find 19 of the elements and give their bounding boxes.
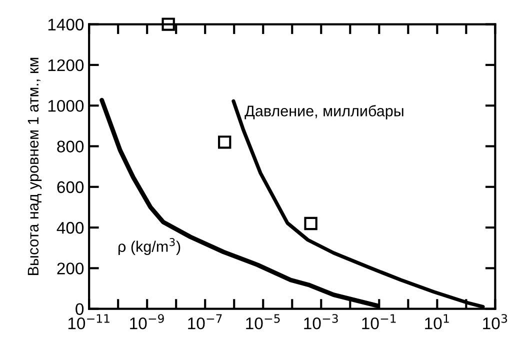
- x-tick-label: 10$^{1}$: [425, 314, 449, 330]
- x-tick-label: 10$^{−7}$: [188, 314, 222, 330]
- x-tick-label: 10$^{−9}$: [130, 314, 164, 330]
- series-label: ρ (kg/m$^{3}$): [118, 238, 180, 255]
- x-tick-label: 10$^{3}$: [483, 314, 508, 330]
- x-tick-label: 10$^{−5}$: [246, 314, 280, 330]
- y-tick-label: 1000: [48, 100, 84, 112]
- y-tick-label: 400: [56, 222, 84, 234]
- x-tick-label: 10$^{−1}$: [362, 314, 396, 330]
- y-tick-label: 800: [57, 140, 84, 152]
- series-label: Давление, миллибары: [244, 105, 404, 120]
- y-axis-title: Высота над уровнем 1 атм., км: [28, 58, 42, 275]
- y-tick-label: 0: [76, 303, 84, 316]
- y-tick-label: 1200: [48, 59, 84, 72]
- x-tick-label: 10$^{−3}$: [304, 314, 338, 330]
- y-tick-label: 1400: [48, 18, 84, 30]
- y-tick-label: 200: [57, 262, 84, 274]
- x-tick-label: 10$^{−11}$: [68, 314, 110, 330]
- y-tick-label: 600: [57, 181, 84, 194]
